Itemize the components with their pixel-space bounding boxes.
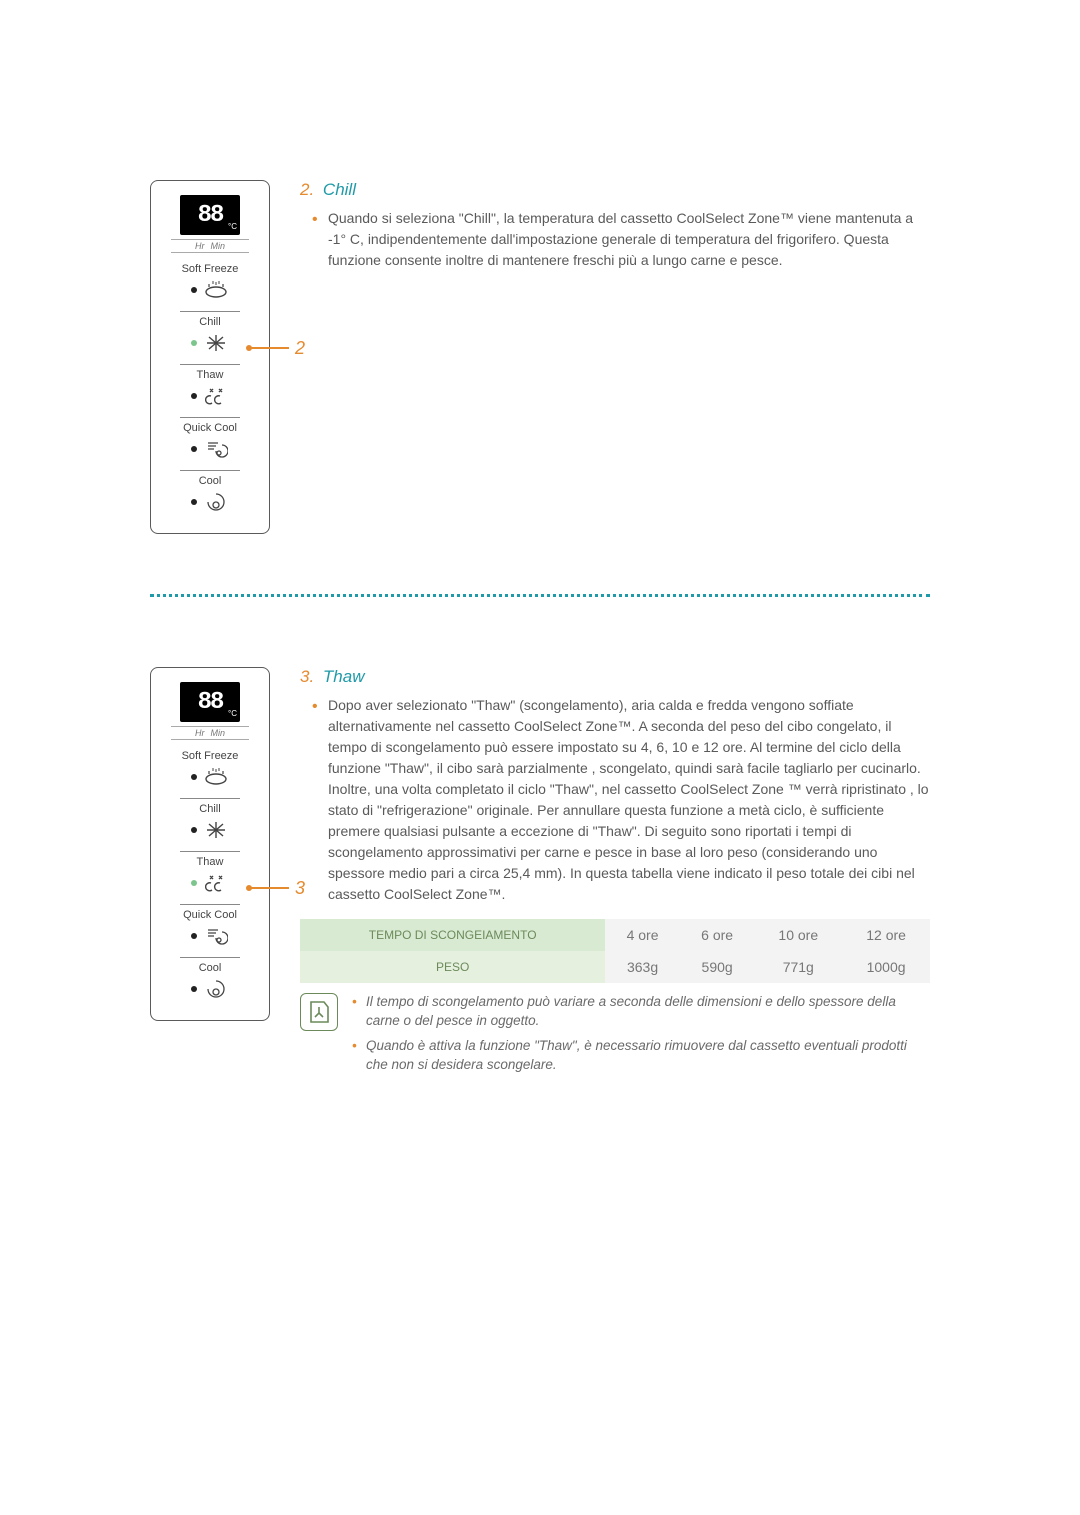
- table-cell: 1000g: [842, 951, 930, 983]
- soft-freeze-icon: [203, 279, 229, 301]
- control-panel-thaw: 88 °C Hr Min Soft Freeze Chill: [150, 667, 270, 1021]
- dotted-separator: [150, 594, 930, 597]
- note-icon: [300, 993, 338, 1031]
- table-header-cell: 12 ore: [842, 919, 930, 951]
- display-value: 88: [198, 689, 223, 716]
- cool-icon: [203, 491, 229, 513]
- table-header-cell: 6 ore: [680, 919, 755, 951]
- indicator-dot: [191, 446, 197, 452]
- indicator-dot: [191, 287, 197, 293]
- hr-min-row: Hr Min: [171, 239, 249, 253]
- hr-min-row: Hr Min: [171, 726, 249, 740]
- heading-title: Thaw: [323, 667, 365, 686]
- heading-title: Chill: [323, 180, 356, 199]
- panel-row-label: Quick Cool: [161, 422, 259, 434]
- indicator-dot: [191, 393, 197, 399]
- table-cell: 771g: [754, 951, 842, 983]
- indicator-dot: [191, 933, 197, 939]
- table-header-cell: 4 ore: [605, 919, 680, 951]
- panel-row-cool[interactable]: Cool: [161, 953, 259, 1006]
- thaw-body: Dopo aver selezionato "Thaw" (scongelame…: [328, 695, 930, 905]
- display-unit: °C: [228, 222, 237, 231]
- panel-row-label: Cool: [161, 962, 259, 974]
- thaw-icon: [203, 872, 229, 894]
- panel-row-label: Soft Freeze: [161, 750, 259, 762]
- soft-freeze-icon: [203, 766, 229, 788]
- heading-thaw: 3. Thaw: [300, 667, 930, 687]
- table-cell: 590g: [680, 951, 755, 983]
- display-unit: °C: [228, 709, 237, 718]
- panel-display: 88 °C: [180, 682, 240, 722]
- panel-row-chill[interactable]: Chill: [161, 794, 259, 847]
- min-label: Min: [210, 241, 225, 251]
- panel-row-cool[interactable]: Cool: [161, 466, 259, 519]
- callout-number: 3: [295, 878, 305, 899]
- callout-number: 2: [295, 338, 305, 359]
- display-value: 88: [198, 202, 223, 229]
- callout-2: 2: [249, 338, 305, 359]
- callout-3: 3: [249, 878, 305, 899]
- panel-row-quick-cool[interactable]: Quick Cool: [161, 900, 259, 953]
- panel-row-quick-cool[interactable]: Quick Cool: [161, 413, 259, 466]
- hr-label: Hr: [195, 241, 205, 251]
- panel-row-thaw[interactable]: Thaw: [161, 360, 259, 413]
- note-list: Il tempo di scongelamento può variare a …: [352, 993, 930, 1081]
- panel-row-soft-freeze[interactable]: Soft Freeze: [161, 746, 259, 794]
- chill-body: Quando si seleziona "Chill", la temperat…: [328, 208, 930, 271]
- table-row: PESO 363g 590g 771g 1000g: [300, 951, 930, 983]
- panel-row-soft-freeze[interactable]: Soft Freeze: [161, 259, 259, 307]
- table-header-row: TEMPO DI SCONGEIAMENTO 4 ore 6 ore 10 or…: [300, 919, 930, 951]
- panel-row-label: Quick Cool: [161, 909, 259, 921]
- panel-row-label: Thaw: [161, 369, 259, 381]
- note-item: Quando è attiva la funzione "Thaw", è ne…: [352, 1037, 930, 1075]
- note-block: Il tempo di scongelamento può variare a …: [300, 993, 930, 1081]
- panel-display: 88 °C: [180, 195, 240, 235]
- panel-row-label: Soft Freeze: [161, 263, 259, 275]
- indicator-dot: [191, 827, 197, 833]
- min-label: Min: [210, 728, 225, 738]
- content-chill: 2. Chill Quando si seleziona "Chill", la…: [300, 180, 930, 279]
- panel-row-label: Thaw: [161, 856, 259, 868]
- indicator-dot: [191, 499, 197, 505]
- heading-number: 3.: [300, 667, 314, 686]
- note-item: Il tempo di scongelamento può variare a …: [352, 993, 930, 1031]
- table-header-cell: 10 ore: [754, 919, 842, 951]
- panel-row-label: Chill: [161, 316, 259, 328]
- panel-row-label: Chill: [161, 803, 259, 815]
- heading-number: 2.: [300, 180, 314, 199]
- thaw-icon: [203, 385, 229, 407]
- table-header-cell: TEMPO DI SCONGEIAMENTO: [300, 919, 605, 951]
- panel-row-label: Cool: [161, 475, 259, 487]
- control-panel-chill: 88 °C Hr Min Soft Freeze Chill: [150, 180, 270, 534]
- quick-cool-icon: [203, 438, 229, 460]
- indicator-dot: [191, 986, 197, 992]
- heading-chill: 2. Chill: [300, 180, 930, 200]
- indicator-dot-active: [191, 340, 197, 346]
- hr-label: Hr: [195, 728, 205, 738]
- chill-icon: [203, 819, 229, 841]
- indicator-dot: [191, 774, 197, 780]
- cool-icon: [203, 978, 229, 1000]
- content-thaw: 3. Thaw Dopo aver selezionato "Thaw" (sc…: [300, 667, 930, 1081]
- table-cell: PESO: [300, 951, 605, 983]
- panel-row-thaw[interactable]: Thaw 3: [161, 847, 259, 900]
- thaw-table: TEMPO DI SCONGEIAMENTO 4 ore 6 ore 10 or…: [300, 919, 930, 983]
- chill-icon: [203, 332, 229, 354]
- section-chill: 88 °C Hr Min Soft Freeze Chill: [150, 180, 930, 534]
- section-thaw: 88 °C Hr Min Soft Freeze Chill: [150, 667, 930, 1081]
- table-cell: 363g: [605, 951, 680, 983]
- panel-row-chill[interactable]: Chill 2: [161, 307, 259, 360]
- quick-cool-icon: [203, 925, 229, 947]
- indicator-dot-active: [191, 880, 197, 886]
